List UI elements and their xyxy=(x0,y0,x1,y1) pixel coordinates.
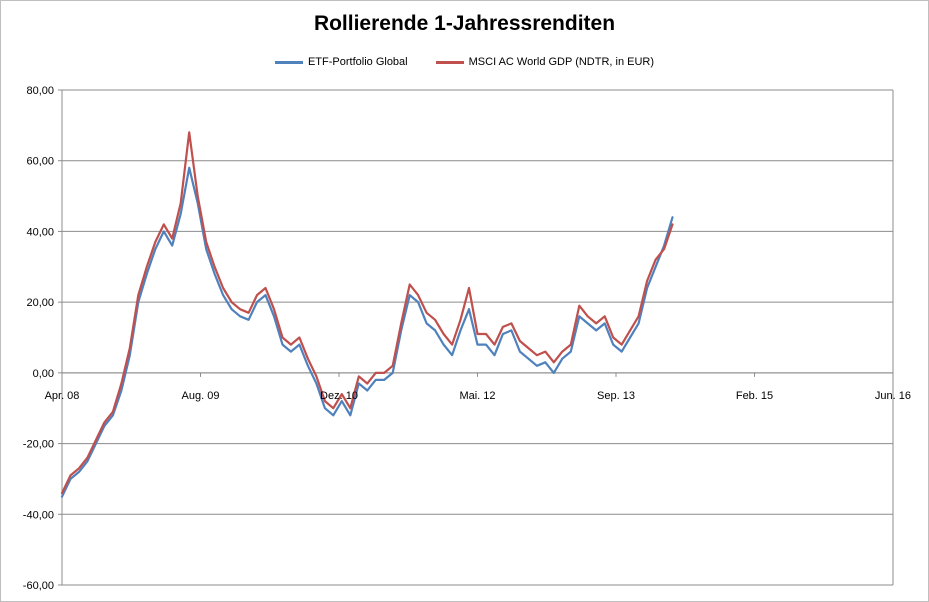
x-tick-label: Mai. 12 xyxy=(459,390,495,402)
legend-swatch-etf xyxy=(274,60,303,64)
x-tick-label: Aug. 09 xyxy=(182,390,220,402)
x-tick-label: Sep. 13 xyxy=(597,390,635,402)
legend-item-msci: MSCI AC World GDP (NDTR, in EUR) xyxy=(435,56,655,68)
series-line-msci xyxy=(60,131,674,495)
y-tick-label: 40,00 xyxy=(26,226,54,238)
legend-swatch-msci xyxy=(435,60,464,64)
series-line-etf xyxy=(60,166,674,498)
tick-labels: -60,00 -40,00 -20,00 0,00 20,00 40,00 60,00 80,… xyxy=(23,85,911,592)
legend-label-etf: ETF-Portfolio Global xyxy=(307,56,408,68)
y-tick-label: -60,00 xyxy=(23,580,54,592)
chart-legend: ETF-Portfolio Global MSCI AC World GDP (… xyxy=(0,56,929,68)
y-tick-label: 0,00 xyxy=(33,368,54,380)
chart-title: Rollierende 1-Jahressrenditen xyxy=(313,12,616,35)
axes xyxy=(58,89,894,586)
y-tick-label: 60,00 xyxy=(26,156,54,168)
x-tick-label: Apr. 08 xyxy=(45,390,80,402)
series-lines xyxy=(60,131,674,498)
y-tick-label: 20,00 xyxy=(26,297,54,309)
x-tick-label: Feb. 15 xyxy=(736,390,773,402)
legend-label-msci: MSCI AC World GDP (NDTR, in EUR) xyxy=(468,56,655,68)
x-tick-label: Jun. 16 xyxy=(875,390,911,402)
y-tick-label: 80,00 xyxy=(26,85,54,97)
y-tick-label: -20,00 xyxy=(23,439,54,451)
grid-lines xyxy=(62,89,893,586)
x-tick-label: Dez. 10 xyxy=(320,390,358,402)
y-tick-label: -40,00 xyxy=(23,509,54,521)
legend-item-etf: ETF-Portfolio Global xyxy=(274,56,408,68)
